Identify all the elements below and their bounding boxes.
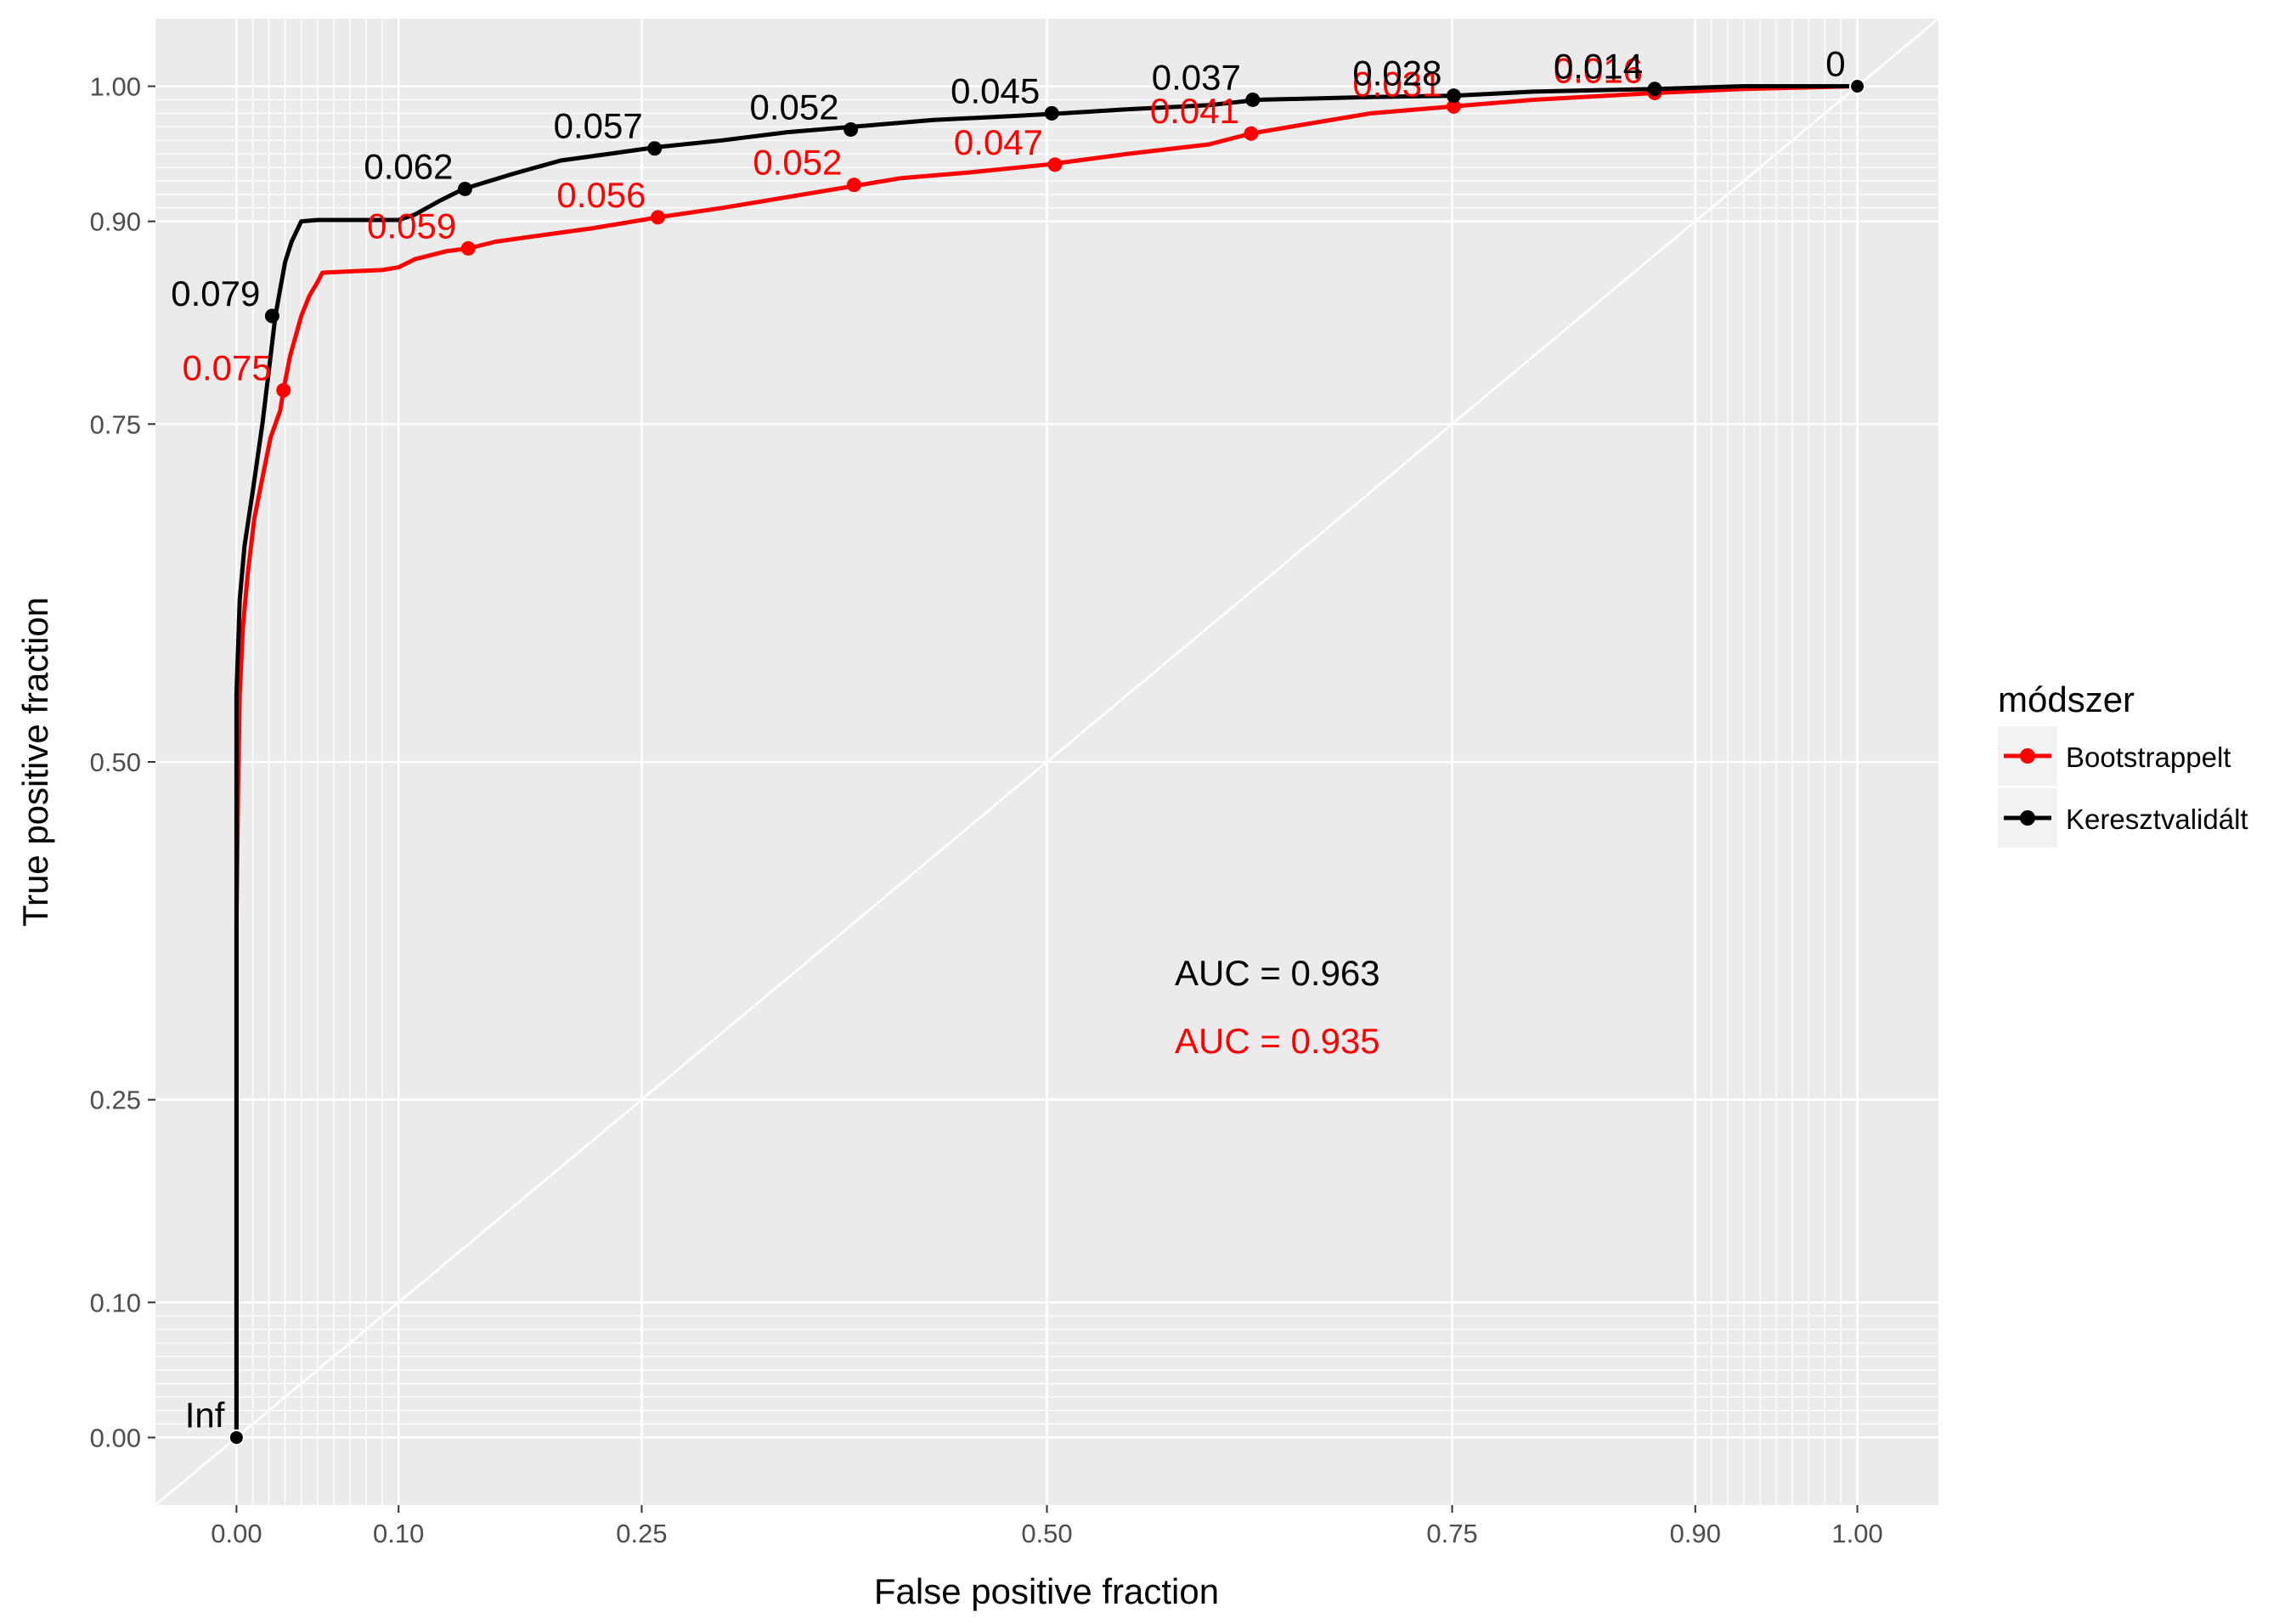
- x-axis-ticks: 0.00 0.10 0.25 0.50 0.75 0.90 1.00: [211, 1505, 1883, 1548]
- cutoff-label: 0: [1825, 44, 1845, 84]
- x-tick-label: 0.90: [1670, 1519, 1721, 1548]
- legend-point-keresztvalidalt: [2020, 810, 2035, 826]
- cutoff-label: 0.014: [1554, 47, 1643, 87]
- cutoff-label: 0.057: [554, 106, 643, 146]
- reference-line: [155, 18, 1939, 1506]
- cutoff-label: 0.052: [750, 87, 839, 127]
- roc-curves: [228, 78, 1866, 1446]
- cutoff-label: 0.056: [556, 175, 646, 215]
- y-tick-label: 0.75: [90, 409, 141, 439]
- cutoff-point-keresztvalid-lt: [1044, 105, 1059, 121]
- cutoff-label: 0.041: [1150, 91, 1239, 131]
- cutoff-point-keresztvalid-lt: [457, 181, 472, 196]
- reference-diagonal: [155, 18, 1939, 1506]
- y-tick-label: 0.00: [90, 1423, 141, 1452]
- cutoff-point-bootstrappelt: [276, 383, 291, 398]
- y-tick-label: 0.50: [90, 747, 141, 777]
- roc-line-bootstrappelt: [234, 84, 1858, 1438]
- cutoff-label: 0.028: [1352, 54, 1441, 93]
- cutoff-label: 0.016: [1554, 51, 1643, 91]
- endpoint-marker: [228, 1429, 245, 1446]
- cutoff-point-bootstrappelt: [846, 178, 861, 193]
- legend-item-keresztvalidalt: Keresztvalidált: [1998, 788, 2248, 848]
- cutoff-label: 0.079: [171, 273, 260, 313]
- cutoff-label: 0.047: [954, 122, 1043, 162]
- cutoff-point-keresztvalid-lt: [264, 308, 279, 324]
- x-tick-label: 0.50: [1021, 1519, 1072, 1548]
- cutoff-label: 0.062: [364, 146, 453, 186]
- cutoff-label: 0.037: [1152, 57, 1241, 97]
- x-tick-label: 0.75: [1426, 1519, 1477, 1548]
- cutoff-point-bootstrappelt: [1446, 99, 1461, 114]
- y-tick-label: 0.10: [90, 1288, 141, 1317]
- cutoff-point-keresztvalid-lt: [843, 121, 859, 137]
- x-tick-label: 0.00: [211, 1519, 262, 1548]
- legend-point-bootstrappelt: [2020, 748, 2035, 764]
- legend-label-bootstrappelt: Bootstrappelt: [2066, 742, 2231, 773]
- y-axis-ticks: 0.00 0.10 0.25 0.50 0.75 0.90 1.00: [90, 72, 155, 1452]
- cutoff-point-bootstrappelt: [460, 240, 476, 256]
- auc-bootstrappelt-label: AUC = 0.935: [1175, 1021, 1380, 1061]
- y-axis-title: True positive fraction: [15, 597, 55, 927]
- cutoff-label: 0.045: [951, 70, 1040, 110]
- cutoff-labels: 0.075 0.059 0.056 0.052 0.047 0.041 0.031 0.016…: [171, 44, 1845, 1435]
- cutoff-point-bootstrappelt: [1047, 157, 1063, 172]
- cutoff-point-keresztvalid-lt: [647, 141, 663, 156]
- auc-keresztvalidalt-label: AUC = 0.963: [1175, 953, 1380, 993]
- x-tick-label: 0.25: [616, 1519, 667, 1548]
- x-tick-label: 0.10: [373, 1519, 424, 1548]
- cutoff-point-bootstrappelt: [651, 210, 666, 225]
- endpoint-marker: [1849, 78, 1866, 95]
- x-axis-title: False positive fraction: [874, 1571, 1219, 1611]
- y-tick-label: 0.25: [90, 1085, 141, 1115]
- x-tick-label: 1.00: [1831, 1519, 1882, 1548]
- cutoff-point-bootstrappelt: [1244, 126, 1259, 141]
- cutoff-label: Inf: [185, 1395, 225, 1435]
- legend-item-bootstrappelt: Bootstrappelt: [1998, 726, 2231, 786]
- cutoff-label: 0.059: [367, 206, 456, 245]
- cutoff-point-keresztvalid-lt: [1647, 82, 1662, 97]
- cutoff-point-keresztvalid-lt: [1446, 88, 1461, 104]
- legend: módszer Bootstrappelt Keresztvalidált: [1998, 679, 2248, 848]
- cutoff-label: 0.075: [183, 348, 272, 388]
- y-tick-label: 1.00: [90, 72, 141, 102]
- legend-title: módszer: [1998, 679, 2135, 719]
- cutoff-point-keresztvalid-lt: [1245, 92, 1261, 107]
- cutoff-label: 0.052: [753, 143, 842, 183]
- y-tick-label: 0.90: [90, 207, 141, 237]
- legend-label-keresztvalidalt: Keresztvalidált: [2066, 804, 2248, 835]
- cutoff-label: 0.031: [1352, 64, 1441, 104]
